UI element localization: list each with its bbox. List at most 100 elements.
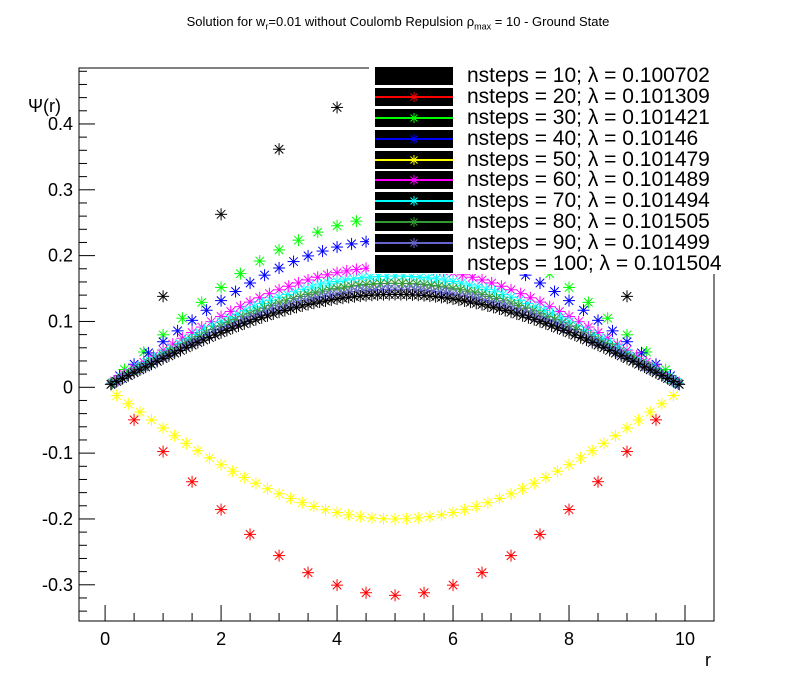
data-point	[215, 503, 228, 516]
data-point	[203, 331, 216, 344]
data-point	[505, 487, 518, 500]
data-point	[133, 363, 146, 376]
data-point	[292, 276, 305, 289]
data-point	[244, 528, 257, 541]
data-point	[377, 512, 390, 525]
data-point	[644, 405, 657, 418]
data-point	[319, 503, 332, 516]
data-point	[195, 296, 208, 309]
x-tick-label: 2	[216, 629, 226, 649]
data-point	[563, 503, 576, 516]
data-point	[563, 458, 576, 471]
data-point	[539, 471, 552, 484]
legend-label: nsteps = 70; λ = 0.101494	[467, 189, 710, 213]
legend-swatch	[375, 192, 453, 211]
data-point	[522, 311, 535, 324]
data-point	[458, 503, 471, 516]
data-point	[186, 314, 199, 327]
data-point	[325, 293, 338, 306]
data-point	[273, 243, 286, 256]
legend-label: nsteps = 30; λ = 0.101421	[467, 106, 710, 129]
data-point	[673, 378, 686, 391]
data-point	[545, 319, 558, 332]
data-point	[429, 290, 442, 303]
data-point	[278, 304, 291, 317]
data-point	[238, 471, 251, 484]
data-point	[621, 290, 634, 303]
data-point	[302, 566, 315, 579]
data-point	[319, 294, 332, 307]
x-tick-label: 6	[448, 629, 458, 649]
data-point	[311, 226, 324, 239]
data-point	[354, 290, 367, 303]
legend-entry: nsteps = 20; λ = 0.101309	[369, 85, 779, 108]
data-point	[157, 290, 170, 303]
data-point	[418, 289, 431, 302]
data-point	[215, 458, 228, 471]
data-point	[316, 245, 329, 258]
legend-swatch	[375, 67, 453, 86]
data-point	[354, 510, 367, 523]
data-point	[350, 215, 363, 228]
x-tick-label: 0	[100, 629, 110, 649]
data-point	[191, 444, 204, 457]
data-point	[441, 292, 454, 305]
data-point	[255, 311, 268, 324]
legend-entry: nsteps = 90; λ = 0.101499	[369, 231, 779, 254]
data-point	[336, 292, 349, 305]
data-point	[601, 312, 614, 325]
data-point	[389, 512, 402, 525]
data-point	[430, 272, 443, 285]
data-point	[423, 290, 436, 303]
legend-entry: nsteps = 50; λ = 0.101479	[369, 148, 779, 171]
data-point	[347, 272, 360, 285]
legend-entry: nsteps = 30; λ = 0.101421	[369, 106, 779, 129]
data-point	[455, 277, 468, 290]
data-point	[331, 506, 344, 519]
data-point	[534, 277, 547, 290]
data-point	[249, 477, 262, 490]
data-point	[495, 280, 508, 293]
data-point	[621, 335, 634, 348]
data-point	[116, 372, 129, 385]
data-point	[292, 234, 305, 247]
data-point	[168, 429, 181, 442]
data-point	[273, 283, 286, 296]
data-point	[447, 579, 460, 592]
data-point	[516, 309, 529, 322]
data-point	[226, 465, 239, 478]
data-point	[655, 397, 668, 410]
data-point	[606, 324, 619, 337]
data-point	[528, 477, 541, 490]
data-point	[296, 496, 309, 509]
data-point	[667, 389, 680, 402]
legend-swatch	[375, 212, 453, 231]
data-point	[287, 255, 300, 268]
legend-label: nsteps = 60; λ = 0.101489	[467, 168, 710, 192]
data-point	[521, 297, 534, 310]
data-point	[186, 475, 199, 488]
data-point	[273, 143, 286, 156]
data-point	[261, 482, 274, 495]
data-point	[171, 324, 184, 337]
data-point	[360, 586, 373, 599]
data-point	[273, 549, 286, 562]
data-point	[313, 296, 326, 309]
y-tick-label: 0.1	[48, 311, 73, 331]
data-point	[342, 291, 355, 304]
data-point	[563, 326, 576, 339]
data-point	[476, 273, 489, 286]
data-point	[253, 255, 266, 268]
data-point	[200, 304, 213, 317]
legend-swatch	[375, 233, 453, 252]
data-point	[435, 291, 448, 304]
data-point	[452, 293, 465, 306]
x-axis-label: r	[705, 650, 711, 670]
legend-label: nsteps = 80; λ = 0.101505	[467, 209, 710, 233]
data-point	[485, 276, 498, 289]
data-point	[331, 241, 344, 254]
data-point	[574, 451, 587, 464]
data-point	[476, 566, 489, 579]
y-tick-label: 0.2	[48, 246, 73, 266]
legend-entry: nsteps = 70; λ = 0.101494	[369, 189, 779, 213]
